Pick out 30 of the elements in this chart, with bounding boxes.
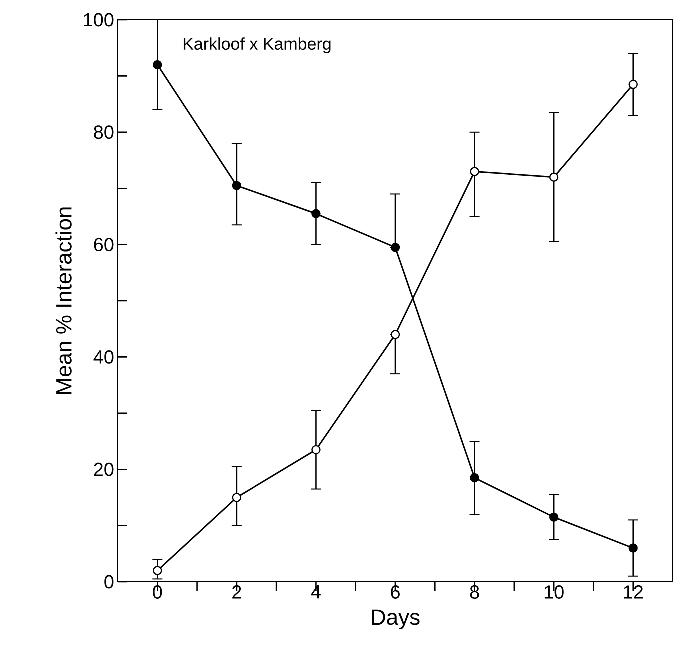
point: [153, 60, 162, 70]
point: [470, 473, 480, 483]
point: [628, 80, 638, 90]
annotation: Karkloof x Kamberg: [184, 38, 331, 54]
point: [312, 209, 321, 218]
x-tick-label: 6: [391, 586, 400, 599]
point: [312, 445, 321, 455]
point: [232, 181, 242, 190]
point: [232, 493, 242, 502]
x-tick-label: 8: [470, 586, 480, 599]
y-tick-label: 40: [94, 350, 114, 364]
y-axis-title: Mean % Interaction: [56, 208, 72, 394]
x-axis-title: Days: [372, 610, 420, 630]
y-tick-label: 80: [94, 126, 114, 140]
point: [390, 330, 400, 340]
x-tick-label: 12: [624, 586, 643, 599]
y-tick-label: 60: [94, 238, 114, 252]
x-tick-label: 4: [311, 586, 321, 599]
x-tick-label: 0: [153, 586, 162, 599]
point: [390, 243, 400, 252]
point: [549, 172, 559, 182]
y-tick-label: 20: [94, 462, 114, 476]
point: [470, 167, 480, 176]
point: [153, 566, 162, 576]
x-tick-label: 2: [232, 586, 242, 599]
y-tick-label: 100: [84, 13, 114, 27]
point: [628, 544, 638, 553]
y-tick-label: 0: [104, 575, 114, 589]
x-tick-label: 10: [544, 586, 564, 599]
point: [549, 512, 559, 522]
